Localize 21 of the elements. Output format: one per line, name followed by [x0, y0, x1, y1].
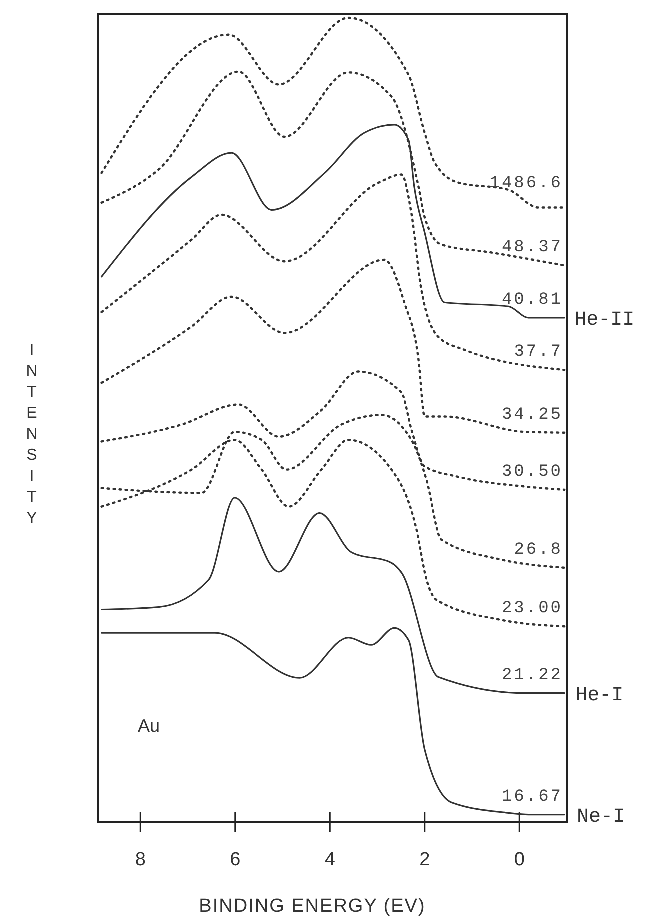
annotation: He-II: [574, 308, 635, 332]
x-axis-title: BINDING ENERGY (EV): [199, 896, 426, 917]
x-tick-label: 2: [420, 849, 430, 870]
series-label: 34.25: [502, 406, 563, 425]
annotation: He-I: [576, 684, 624, 708]
series-label: 21.22: [502, 666, 563, 686]
series-label: 48.37: [502, 238, 563, 258]
series-label: 26.8: [514, 540, 563, 560]
x-tick-label: 8: [135, 849, 146, 870]
annotation: Ne-I: [577, 806, 626, 829]
series-label: 16.67: [502, 788, 563, 807]
series-label: 1486.6: [490, 174, 563, 194]
series-label: 40.81: [502, 290, 563, 310]
x-tick-label: 0: [514, 849, 525, 870]
series-label: 30.50: [502, 462, 563, 482]
x-tick-label: 4: [324, 849, 336, 870]
text: INTENSITY: [26, 342, 38, 527]
x-tick-label: 6: [230, 849, 241, 870]
series-label: 23.00: [502, 600, 563, 619]
annotation: Au: [138, 716, 160, 736]
series-label: 37.7: [514, 343, 563, 362]
